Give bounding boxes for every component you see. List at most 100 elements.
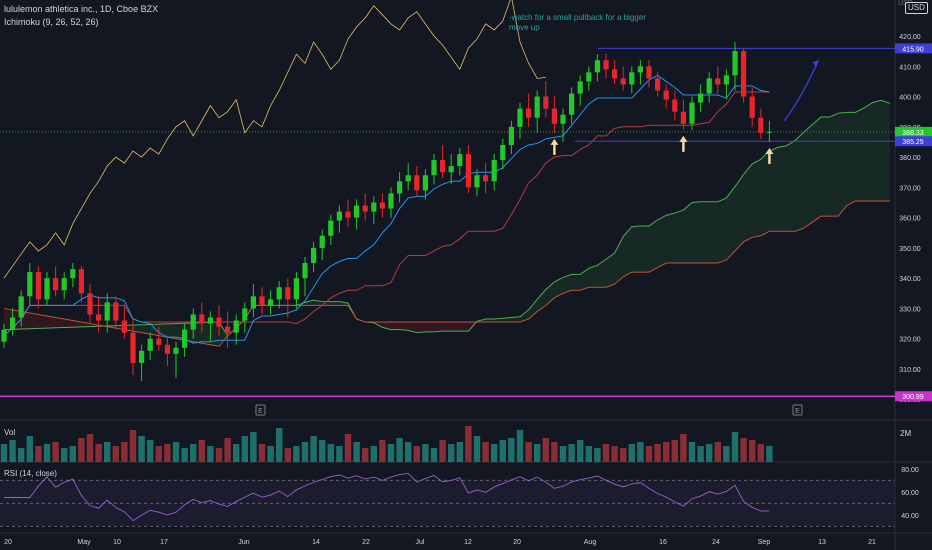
volume-bar bbox=[319, 440, 326, 462]
candle-body bbox=[225, 326, 231, 333]
cloud-segment bbox=[588, 265, 598, 288]
candle-body bbox=[319, 235, 325, 248]
cloud-segment bbox=[201, 322, 211, 345]
time-tick-label: 13 bbox=[818, 539, 826, 546]
cloud-segment bbox=[769, 147, 778, 232]
ichimoku-legend[interactable]: Ichimoku (9, 26, 52, 26) bbox=[4, 17, 99, 27]
volume-bar bbox=[387, 444, 395, 462]
time-tick-label: Sep bbox=[758, 539, 771, 546]
volume-bar bbox=[155, 446, 162, 462]
volume-bar bbox=[301, 442, 309, 462]
candle-body bbox=[414, 175, 420, 191]
volume-bar bbox=[104, 442, 111, 462]
volume-bar bbox=[379, 440, 386, 462]
cloud-segment bbox=[29, 312, 39, 329]
price-tick-label: 310.00 bbox=[899, 367, 921, 374]
time-tick-label: 20 bbox=[4, 539, 12, 546]
support-arrow-up-icon bbox=[550, 138, 559, 155]
cloud-segment bbox=[803, 124, 813, 229]
candle-body bbox=[560, 114, 566, 124]
volume-bar bbox=[35, 446, 42, 462]
candle-body bbox=[680, 111, 686, 124]
candle-body bbox=[87, 293, 93, 315]
cloud-segment bbox=[872, 100, 882, 201]
volume-bar bbox=[241, 436, 248, 462]
candle-body bbox=[182, 329, 188, 348]
candle-body bbox=[440, 160, 446, 173]
cloud-segment bbox=[528, 299, 538, 320]
candle-body bbox=[577, 81, 583, 94]
cloud-segment bbox=[726, 186, 735, 260]
candle-body bbox=[629, 72, 635, 85]
cloud-segment bbox=[408, 322, 417, 333]
volume-bar bbox=[344, 434, 352, 462]
volume-bar bbox=[766, 446, 773, 462]
volume-bar bbox=[559, 446, 567, 462]
candle-body bbox=[749, 96, 755, 118]
candle-body bbox=[173, 347, 179, 354]
volume-bar bbox=[430, 448, 438, 462]
volume-bar bbox=[164, 444, 171, 462]
volume-bar bbox=[362, 448, 369, 462]
volume-bar bbox=[284, 448, 291, 462]
volume-bar bbox=[18, 448, 25, 462]
cloud-segment bbox=[657, 215, 667, 268]
volume-bar bbox=[129, 430, 137, 462]
volume-bar bbox=[215, 448, 223, 462]
price-tick-label: 410.00 bbox=[899, 64, 921, 71]
volume-bar bbox=[688, 442, 696, 462]
volume-bar bbox=[465, 426, 472, 462]
volume-bar bbox=[86, 434, 94, 462]
candle-body bbox=[104, 302, 110, 321]
earnings-marker-icon bbox=[255, 404, 266, 416]
price-tag-label: 415.90 bbox=[902, 46, 924, 53]
rsi-line bbox=[4, 472, 770, 522]
candle-body bbox=[293, 278, 299, 300]
volume-bar bbox=[645, 446, 653, 462]
volume-bar bbox=[224, 438, 231, 462]
candle-body bbox=[500, 144, 506, 161]
volume-bar bbox=[95, 444, 102, 462]
volume-bar bbox=[723, 446, 730, 462]
cloud-segment bbox=[305, 300, 314, 306]
candle-body bbox=[345, 211, 351, 218]
candle-body bbox=[457, 154, 463, 167]
cloud-segment bbox=[425, 322, 434, 332]
volume-bar bbox=[482, 442, 489, 462]
volume-bar bbox=[439, 440, 446, 462]
symbol-title[interactable]: lululemon athletica inc., 1D, Cboe BZX bbox=[4, 4, 159, 14]
candle-body bbox=[672, 99, 678, 112]
volume-bar bbox=[293, 446, 300, 462]
candle-body bbox=[655, 78, 661, 91]
cloud-segment bbox=[778, 145, 787, 232]
volume-bar bbox=[413, 446, 420, 462]
candle-body bbox=[723, 75, 729, 85]
arrow-head bbox=[765, 147, 774, 154]
ichimoku-cloud bbox=[4, 100, 890, 347]
candle-body bbox=[603, 60, 609, 70]
candle-body bbox=[70, 269, 76, 279]
candle-body bbox=[276, 287, 282, 300]
cloud-segment bbox=[674, 210, 684, 264]
cloud-segment bbox=[864, 102, 873, 201]
volume-bar bbox=[706, 444, 713, 462]
cloud-segment bbox=[167, 323, 176, 339]
candle-body bbox=[27, 272, 33, 297]
cloud-segment bbox=[502, 317, 512, 323]
cloud-segment bbox=[150, 324, 159, 336]
cloud-segment bbox=[133, 324, 142, 333]
time-tick-label: Aug bbox=[584, 539, 597, 546]
candle-body bbox=[508, 126, 514, 145]
candle-body bbox=[732, 51, 738, 76]
rsi-tick-label: 60.00 bbox=[901, 490, 919, 497]
volume-bar bbox=[568, 444, 575, 462]
currency-badge[interactable]: USD bbox=[905, 2, 928, 14]
candle-body bbox=[113, 302, 119, 321]
candle-body bbox=[233, 320, 239, 333]
candle-body bbox=[517, 108, 523, 127]
cloud-segment bbox=[55, 317, 65, 328]
annotation-text[interactable]: -watch for a small pullback for a bigger… bbox=[509, 13, 646, 32]
candle-body bbox=[491, 160, 497, 182]
volume-bar bbox=[396, 438, 403, 462]
